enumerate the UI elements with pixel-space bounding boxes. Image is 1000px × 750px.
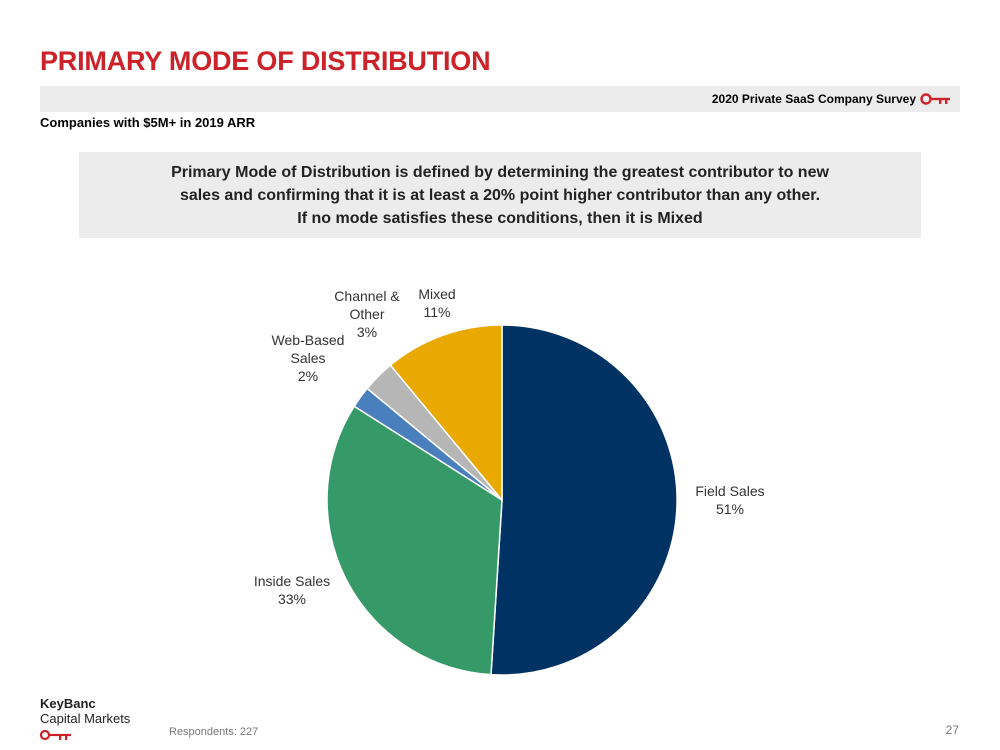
page-number: 27 xyxy=(945,723,959,737)
pie-slice xyxy=(389,324,503,503)
pie-slice xyxy=(326,405,503,676)
subtitle: Companies with $5M+ in 2019 ARR xyxy=(40,115,256,130)
brand-name: KeyBanc xyxy=(40,696,96,711)
key-icon xyxy=(920,93,950,105)
slice-label: Field Sales 51% xyxy=(695,483,764,517)
definition-line: Primary Mode of Distribution is defined … xyxy=(171,163,829,181)
definition-box: Primary Mode of Distribution is defined … xyxy=(79,152,921,238)
slice-label: Inside Sales 33% xyxy=(254,573,330,607)
brand-sub: Capital Markets xyxy=(40,711,131,726)
definition-line: If no mode satisfies these conditions, t… xyxy=(297,209,703,227)
survey-band: 2020 Private SaaS Company Survey xyxy=(40,86,960,112)
survey-label: 2020 Private SaaS Company Survey xyxy=(711,92,916,106)
definition-line: sales and confirming that it is at least… xyxy=(179,186,821,204)
slice-label: Channel & Other 3% xyxy=(334,288,400,340)
page-title: PRIMARY MODE OF DISTRIBUTION xyxy=(40,46,491,76)
definition-text: Primary Mode of Distribution is defined … xyxy=(171,161,829,230)
slice-label: Mixed 11% xyxy=(418,286,455,320)
pie-slice xyxy=(490,324,678,676)
respondents-note: Respondents: 227 xyxy=(169,726,259,738)
slice-label: Web-Based Sales 2% xyxy=(272,332,345,384)
key-icon xyxy=(39,729,71,741)
brand-logo: KeyBanc Capital Markets xyxy=(39,696,131,746)
